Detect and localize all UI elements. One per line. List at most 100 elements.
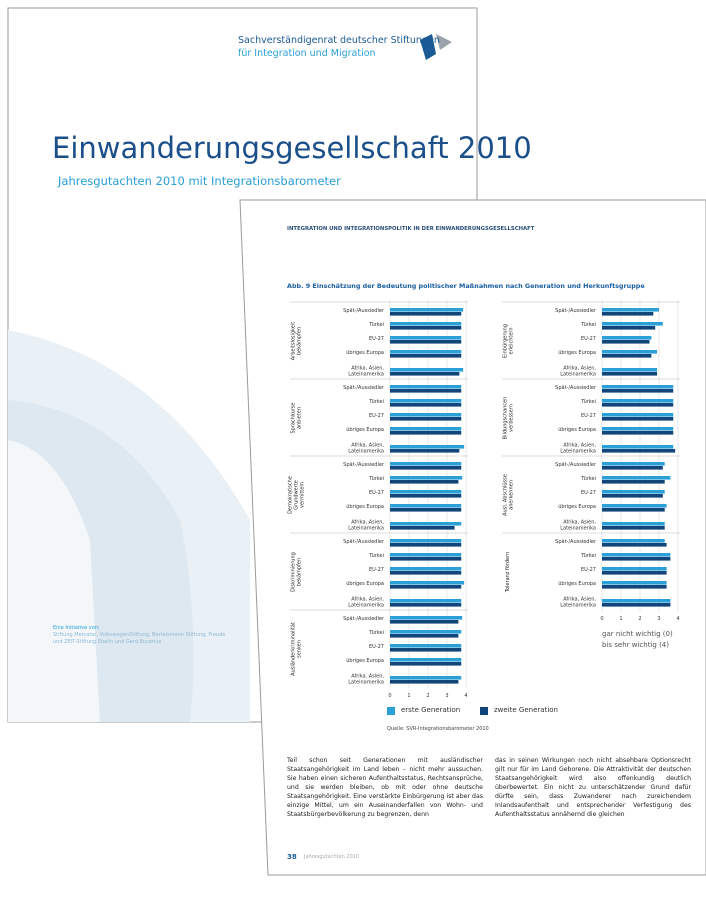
category-label: übriges Europa xyxy=(304,351,384,357)
bar xyxy=(602,490,665,494)
bar xyxy=(390,676,461,680)
bar xyxy=(390,648,461,652)
running-title: Jahresgutachten 2010 xyxy=(304,855,359,861)
bar xyxy=(390,567,461,571)
category-label: Afrika, Asien, Lateinamerika xyxy=(304,443,384,455)
bar xyxy=(390,616,462,620)
org-name: für Integration und Migration xyxy=(238,49,376,60)
group-label: Diskriminierung bekämpfen xyxy=(291,537,303,607)
category-label: Afrika, Asien, Lateinamerika xyxy=(516,366,596,378)
body-text: das in seinen Wirkungen noch nicht abseh… xyxy=(495,756,691,819)
bar xyxy=(602,336,651,340)
bar xyxy=(602,427,673,431)
bar xyxy=(602,462,665,466)
bar xyxy=(602,543,667,547)
group-label: Arbeitslosigkeit bekämpfen xyxy=(291,306,303,376)
bar xyxy=(390,603,461,607)
bar xyxy=(602,431,673,435)
category-label: Spät-/Aussiedler xyxy=(304,386,384,392)
category-label: Türkei xyxy=(304,631,384,637)
category-label: übriges Europa xyxy=(304,505,384,511)
bar xyxy=(390,508,461,512)
bar xyxy=(390,539,461,543)
category-label: übriges Europa xyxy=(516,582,596,588)
bar xyxy=(390,522,461,526)
group-label: Ausl. Abschlüsse anerkennen xyxy=(503,460,515,530)
category-label: Afrika, Asien, Lateinamerika xyxy=(304,366,384,378)
bar xyxy=(602,508,665,512)
bar xyxy=(602,308,659,312)
group-label: Einbürgerung erleichtern xyxy=(503,306,515,376)
bar xyxy=(602,603,670,607)
category-label: Spät-/Aussiedler xyxy=(516,463,596,469)
bar xyxy=(602,389,673,393)
bar xyxy=(390,557,461,561)
bar xyxy=(602,312,653,316)
category-label: EU-27 xyxy=(304,645,384,651)
category-label: Türkei xyxy=(304,554,384,560)
bar xyxy=(602,403,673,407)
bar xyxy=(602,557,670,561)
bar xyxy=(390,581,464,585)
bar xyxy=(390,620,458,624)
bar xyxy=(390,340,461,344)
cover-subtitle: Jahresgutachten 2010 mit Integrationsbar… xyxy=(58,175,341,188)
bar xyxy=(390,389,461,393)
bar xyxy=(390,368,463,372)
group-label: Sprachkurse anbieten xyxy=(291,383,303,453)
bar xyxy=(390,571,461,575)
initiative-label: Eine Initiative von: xyxy=(53,626,100,632)
category-label: Türkei xyxy=(516,554,596,560)
bar xyxy=(390,385,461,389)
legend-label: zweite Generation xyxy=(494,706,558,714)
bar xyxy=(390,445,464,449)
category-label: Afrika, Asien, Lateinamerika xyxy=(304,674,384,686)
x-tick-label: 3 xyxy=(657,617,660,623)
bar xyxy=(602,322,663,326)
cover-title: Einwanderungsgesellschaft 2010 xyxy=(52,132,532,165)
category-label: Afrika, Asien, Lateinamerika xyxy=(516,597,596,609)
category-label: übriges Europa xyxy=(516,505,596,511)
bar xyxy=(390,413,461,417)
x-tick-label: 4 xyxy=(676,617,679,623)
bar xyxy=(390,634,458,638)
bar xyxy=(602,449,675,453)
category-label: Türkei xyxy=(516,400,596,406)
category-label: Afrika, Asien, Lateinamerika xyxy=(516,520,596,532)
bar xyxy=(390,372,459,376)
category-label: Afrika, Asien, Lateinamerika xyxy=(304,520,384,532)
page-header: INTEGRATION UND INTEGRATIONSPOLITIK IN D… xyxy=(287,226,534,232)
legend-swatch xyxy=(387,707,395,715)
bar xyxy=(602,413,673,417)
initiative-text: Stiftung Mercator, VolkswagenStiftung, B… xyxy=(53,633,225,639)
bar xyxy=(602,368,657,372)
group-label: Bildungschancen verbessern xyxy=(503,383,515,453)
bar xyxy=(390,476,462,480)
x-tick-label: 0 xyxy=(600,617,603,623)
category-label: EU-27 xyxy=(304,568,384,574)
category-label: übriges Europa xyxy=(516,351,596,357)
category-label: übriges Europa xyxy=(304,659,384,665)
category-label: Spät-/Aussiedler xyxy=(516,540,596,546)
category-label: EU-27 xyxy=(304,491,384,497)
category-label: Afrika, Asien, Lateinamerika xyxy=(304,597,384,609)
bar xyxy=(390,427,461,431)
bar xyxy=(390,553,461,557)
bar xyxy=(390,431,461,435)
x-tick-label: 3 xyxy=(445,694,448,700)
category-label: Türkei xyxy=(516,323,596,329)
group-label: Toleranz fördern xyxy=(506,537,512,607)
bar xyxy=(390,680,458,684)
bar xyxy=(602,445,673,449)
category-label: übriges Europa xyxy=(516,428,596,434)
page-number: 38 xyxy=(287,853,297,861)
category-label: Türkei xyxy=(304,477,384,483)
bar xyxy=(390,326,461,330)
bar xyxy=(390,399,461,403)
category-label: Afrika, Asien, Lateinamerika xyxy=(516,443,596,455)
bar xyxy=(602,417,673,421)
bar xyxy=(602,539,665,543)
bar xyxy=(602,571,667,575)
bar xyxy=(390,599,461,603)
bar xyxy=(390,658,461,662)
